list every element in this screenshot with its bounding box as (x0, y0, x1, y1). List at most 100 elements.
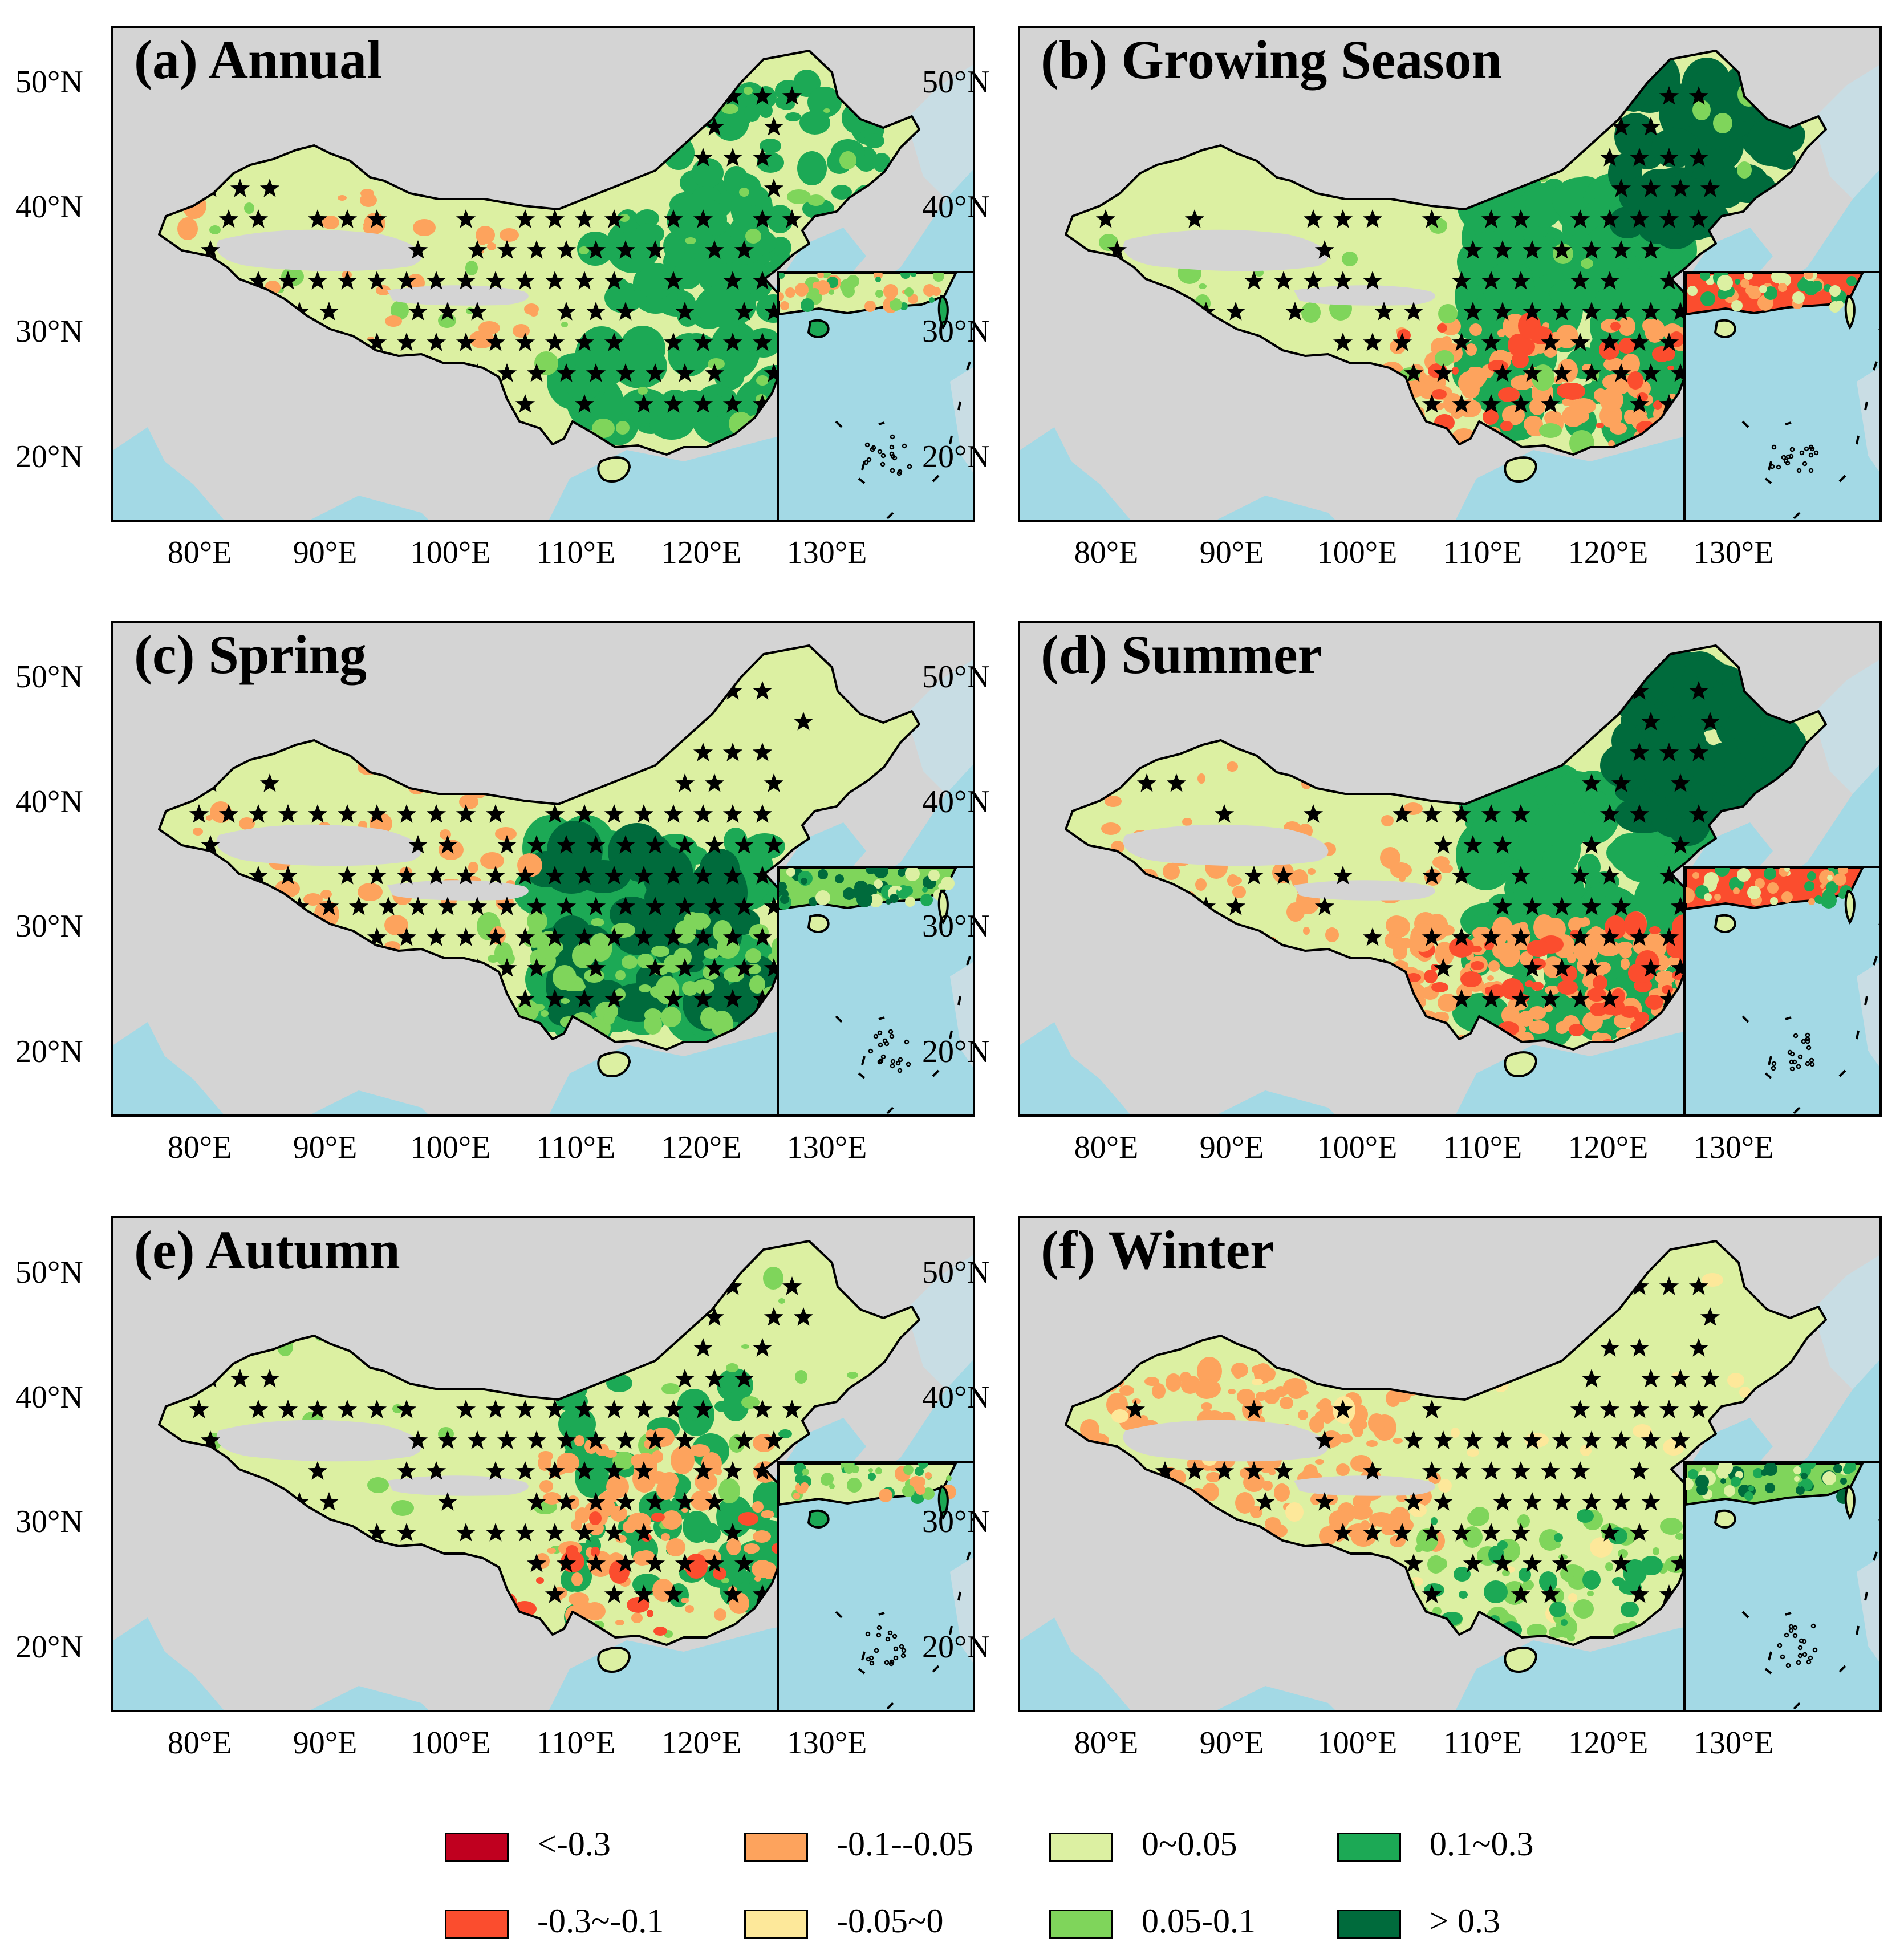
significance-star (1422, 927, 1442, 946)
significance-star (704, 773, 725, 792)
latitude-label: 20°N (922, 439, 990, 475)
significance-star (782, 1400, 802, 1418)
significance-star (1333, 271, 1353, 290)
latitude-label: 20°N (15, 439, 83, 475)
significance-star (1403, 1430, 1424, 1449)
longitude-label: 110°E (536, 1130, 616, 1165)
significance-star (734, 1369, 754, 1388)
significance-star (348, 897, 369, 915)
significance-star (604, 209, 624, 228)
significance-star (485, 866, 506, 885)
significance-star (574, 1400, 595, 1418)
significance-star (408, 897, 428, 915)
significance-star (1552, 1430, 1572, 1449)
significance-star (1522, 1554, 1542, 1572)
significance-star (1314, 1492, 1335, 1511)
significance-star (218, 209, 239, 228)
significance-star (574, 394, 595, 413)
significance-star (200, 240, 221, 259)
latitude-label: 30°N (922, 1504, 990, 1539)
significance-star (734, 240, 754, 259)
legend: <-0.3 -0.3~-0.1 -0.1--0.05 -0.05~0 0~0.0… (445, 1811, 1585, 1942)
significance-star (1422, 1400, 1442, 1418)
significance-star (1599, 148, 1620, 167)
significance-star (1392, 804, 1412, 823)
significance-star (1700, 1307, 1720, 1326)
significance-star (367, 804, 387, 823)
significance-star (1255, 958, 1276, 977)
significance-star (1599, 271, 1620, 290)
legend-swatch (744, 1833, 808, 1862)
significance-star (764, 179, 784, 197)
significance-star (1659, 333, 1679, 351)
significance-star (1540, 1461, 1561, 1480)
significance-star (485, 927, 506, 946)
significance-star (1492, 1430, 1513, 1449)
significance-star (408, 958, 428, 977)
latitude-label: 50°N (922, 1255, 990, 1290)
significance-star (574, 866, 595, 885)
significance-star (1522, 240, 1542, 259)
longitude-label: 100°E (1317, 1725, 1398, 1761)
significance-star (497, 240, 517, 259)
significance-star (337, 271, 358, 290)
significance-star (1095, 209, 1116, 228)
significance-star (259, 1369, 280, 1388)
significance-star (437, 897, 458, 915)
significance-star (1611, 1554, 1631, 1572)
significance-star (437, 835, 458, 854)
significance-star (734, 302, 754, 321)
significance-star (556, 302, 577, 321)
significance-star (556, 240, 577, 259)
significance-star (675, 117, 695, 136)
latitude-label: 40°N (15, 189, 83, 225)
significance-star (1492, 240, 1513, 259)
significance-star (1570, 209, 1590, 228)
significance-star (604, 1523, 624, 1542)
significance-star (259, 179, 280, 197)
significance-star (337, 804, 358, 823)
significance-star (704, 363, 725, 382)
significance-star (574, 1523, 595, 1542)
legend-label: -0.05~0 (837, 1902, 944, 1940)
longitude-label: 130°E (1693, 1725, 1774, 1761)
significance-star (526, 897, 547, 915)
significance-star (1362, 1461, 1383, 1480)
significance-star (645, 835, 665, 854)
legend-swatch (445, 1910, 509, 1939)
significance-star (526, 835, 547, 854)
latitude-label: 20°N (922, 1629, 990, 1665)
significance-star (259, 773, 280, 792)
legend-label: -0.3~-0.1 (537, 1902, 664, 1940)
significance-star (1641, 1492, 1661, 1511)
significance-star (615, 363, 636, 382)
significance-star (604, 866, 624, 885)
significance-star (663, 1584, 684, 1603)
significance-star (615, 1554, 636, 1572)
significance-star (722, 866, 743, 885)
significance-star (259, 302, 280, 321)
significance-star (230, 1492, 250, 1511)
significance-star (1611, 302, 1631, 321)
significance-star (574, 333, 595, 351)
significance-star (526, 363, 547, 382)
significance-star (1611, 117, 1631, 136)
significance-star (675, 1492, 695, 1511)
significance-star (1511, 1523, 1531, 1542)
longitude-label: 120°E (661, 1725, 742, 1761)
longitude-label: 80°E (1074, 1130, 1139, 1165)
significance-star (556, 1430, 577, 1449)
significance-star (615, 1492, 636, 1511)
significance-star (1451, 989, 1472, 1008)
latitude-label: 40°N (922, 1380, 990, 1415)
latitude-label: 40°N (15, 1380, 83, 1415)
significance-star (1629, 1461, 1650, 1480)
significance-star (1552, 240, 1572, 259)
significance-star (248, 804, 269, 823)
significance-star (545, 1400, 565, 1418)
significance-star (722, 1584, 743, 1603)
significance-star (1492, 1554, 1513, 1572)
panel-title: (f) Winter (1041, 1219, 1274, 1280)
significance-star (426, 271, 446, 290)
significance-star (1481, 804, 1501, 823)
